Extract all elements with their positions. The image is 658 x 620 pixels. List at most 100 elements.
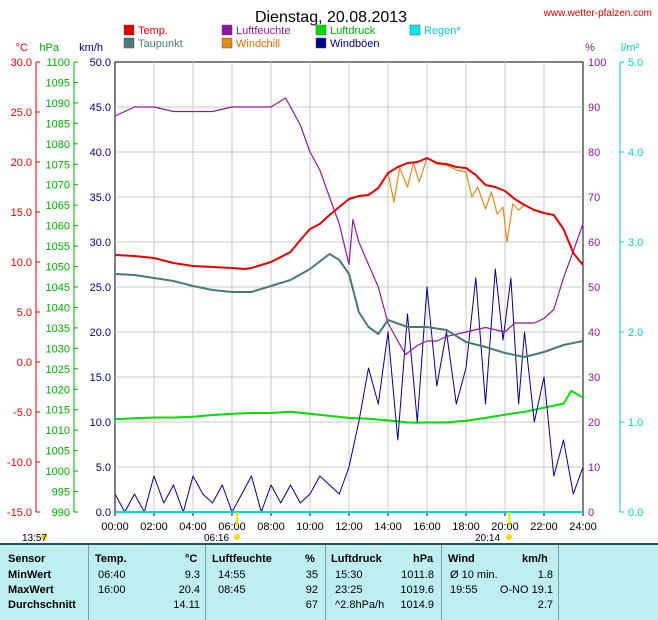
axis-tick-label: 1035 <box>46 323 70 335</box>
series-line-taupunkt <box>114 253 584 358</box>
sun-icon <box>506 534 512 540</box>
legend-swatch <box>221 37 233 49</box>
x-tick-label: 04:00 <box>179 521 207 533</box>
series-line-windben <box>114 268 584 513</box>
axis-tick-label: 25.0 <box>90 282 111 294</box>
axis-tick-label: 80 <box>588 147 600 159</box>
col-header-humidity-unit: % <box>305 553 315 565</box>
legend-label: Luftdruck <box>330 25 376 37</box>
axis-tick-label: 0.0 <box>96 507 111 519</box>
axis-tick-label: 50 <box>588 282 600 294</box>
series-line-windchill <box>377 157 525 243</box>
axis-tick-label: 1010 <box>46 425 70 437</box>
axis-tick-label: 1090 <box>46 98 70 110</box>
axis-tick-label: 10 <box>588 462 600 474</box>
axis-tick-label: 25.0 <box>11 107 32 119</box>
table-divider <box>88 545 89 620</box>
source-link[interactable]: www.wetter-pfalzen.com <box>543 8 652 19</box>
axis-tick-label: 990 <box>52 507 70 519</box>
axis-tick-label: 35.0 <box>90 192 111 204</box>
axis-tick-label: 10.0 <box>90 417 111 429</box>
temp-axis-unit: °C <box>16 42 28 54</box>
x-tick-label: 22:00 <box>530 521 558 533</box>
col-header-temp-unit: °C <box>185 553 198 565</box>
series-layer <box>114 97 584 513</box>
table-cell-p_val: 1014.9 <box>400 599 434 611</box>
table-cell-w_time: Ø 10 min. <box>450 569 498 581</box>
table-cell-p_val: 1019.6 <box>400 584 434 596</box>
axis-tick-label: 0 <box>588 507 594 519</box>
axis-tick-label: 1050 <box>46 262 70 274</box>
axis-tick-label: 20.0 <box>11 157 32 169</box>
legend-swatch <box>123 37 135 49</box>
axis-tick-label: 1040 <box>46 302 70 314</box>
legend-label: Windböen <box>330 38 380 50</box>
axis-tick-label: 995 <box>52 487 70 499</box>
table-cell-t_val: 14.11 <box>173 599 200 611</box>
x-tick-label: 16:00 <box>413 521 441 533</box>
axis-tick-label: 50.0 <box>90 57 111 69</box>
axis-tick-label: 4.0 <box>628 147 643 159</box>
table-cell-h_time: 14:55 <box>218 569 246 581</box>
sunrise-time: 06:16 <box>204 533 230 544</box>
sun-markers <box>41 512 512 540</box>
pressure-axis-unit: hPa <box>39 42 59 54</box>
axis-tick-label: 30 <box>588 372 600 384</box>
x-tick-label: 18:00 <box>452 521 480 533</box>
axis-tick-label: 100 <box>588 57 606 69</box>
x-tick-label: 14:00 <box>374 521 402 533</box>
sunset-time: 20:14 <box>475 533 501 544</box>
axis-tick-label: 40 <box>588 327 600 339</box>
grid <box>115 62 583 512</box>
axis-tick-label: 20 <box>588 417 600 429</box>
table-cell-h_val: 92 <box>305 584 318 596</box>
legend-label: Taupunkt <box>138 38 183 50</box>
axis-tick-label: 5.0 <box>628 57 643 69</box>
axis-tick-label: 30.0 <box>11 57 32 69</box>
axes: 30.0 25.0 20.0 15.0 10.0 5.0 0.0 -5.0 -10.0 -15.0… <box>7 57 643 533</box>
sunshine-duration: 13:57 <box>22 533 48 544</box>
axis-tick-label: 1080 <box>46 139 70 151</box>
axis-tick-label: 15.0 <box>90 372 111 384</box>
axis-tick-label: 40.0 <box>90 147 111 159</box>
table-cell-w_val: O-NO 19.1 <box>499 584 553 596</box>
legend-label: Windchill <box>236 38 280 50</box>
table-cell-p_time: 15:30 <box>335 569 363 581</box>
col-header-humidity: Luftfeuchte <box>212 553 272 565</box>
table-cell-h_val: 35 <box>305 569 318 581</box>
legend-swatch <box>123 24 135 36</box>
legend-swatch <box>409 24 421 36</box>
legend-swatch <box>221 24 233 36</box>
legend-swatch <box>315 24 327 36</box>
axis-tick-label: 1025 <box>46 364 70 376</box>
col-header-temp: Temp. <box>95 553 127 565</box>
axis-tick-label: 2.0 <box>628 327 643 339</box>
axis-tick-label: 15.0 <box>11 207 32 219</box>
weather-chart: Dienstag, 20.08.2013 www.wetter-pfalzen.… <box>7 8 652 540</box>
x-tick-label: 10:00 <box>296 521 324 533</box>
col-header-wind-unit: km/h <box>522 553 548 565</box>
axis-tick-label: 1060 <box>46 221 70 233</box>
x-tick-label: 06:00 <box>218 521 246 533</box>
axis-tick-label: 5.0 <box>17 307 32 319</box>
axis-tick-label: 1065 <box>46 200 70 212</box>
axis-tick-label: -10.0 <box>7 457 32 469</box>
series-line-temp <box>114 157 584 270</box>
axis-tick-label: 3.0 <box>628 237 643 249</box>
axis-tick-label: 1015 <box>46 405 70 417</box>
sun-icon <box>41 534 47 540</box>
axis-tick-label: 1095 <box>46 77 70 89</box>
series-line-luftfeuchte <box>114 97 584 356</box>
sun-icon <box>234 534 240 540</box>
axis-tick-label: 60 <box>588 237 600 249</box>
table-cell-w_val: 1.8 <box>537 569 553 581</box>
table-cell-h_time: 08:45 <box>218 584 246 596</box>
table-cell-w_val: 2.7 <box>537 599 553 611</box>
x-tick-label: 20:00 <box>491 521 519 533</box>
axis-tick-label: 1045 <box>46 282 70 294</box>
axis-tick-label: 30.0 <box>90 237 111 249</box>
legend: Temp. Luftfeuchte Luftdruck Regen* Taupunkt W… <box>123 24 461 50</box>
axis-tick-label: 0.0 <box>17 357 32 369</box>
axis-tick-label: 1005 <box>46 446 70 458</box>
col-header-pressure-unit: hPa <box>413 553 434 565</box>
